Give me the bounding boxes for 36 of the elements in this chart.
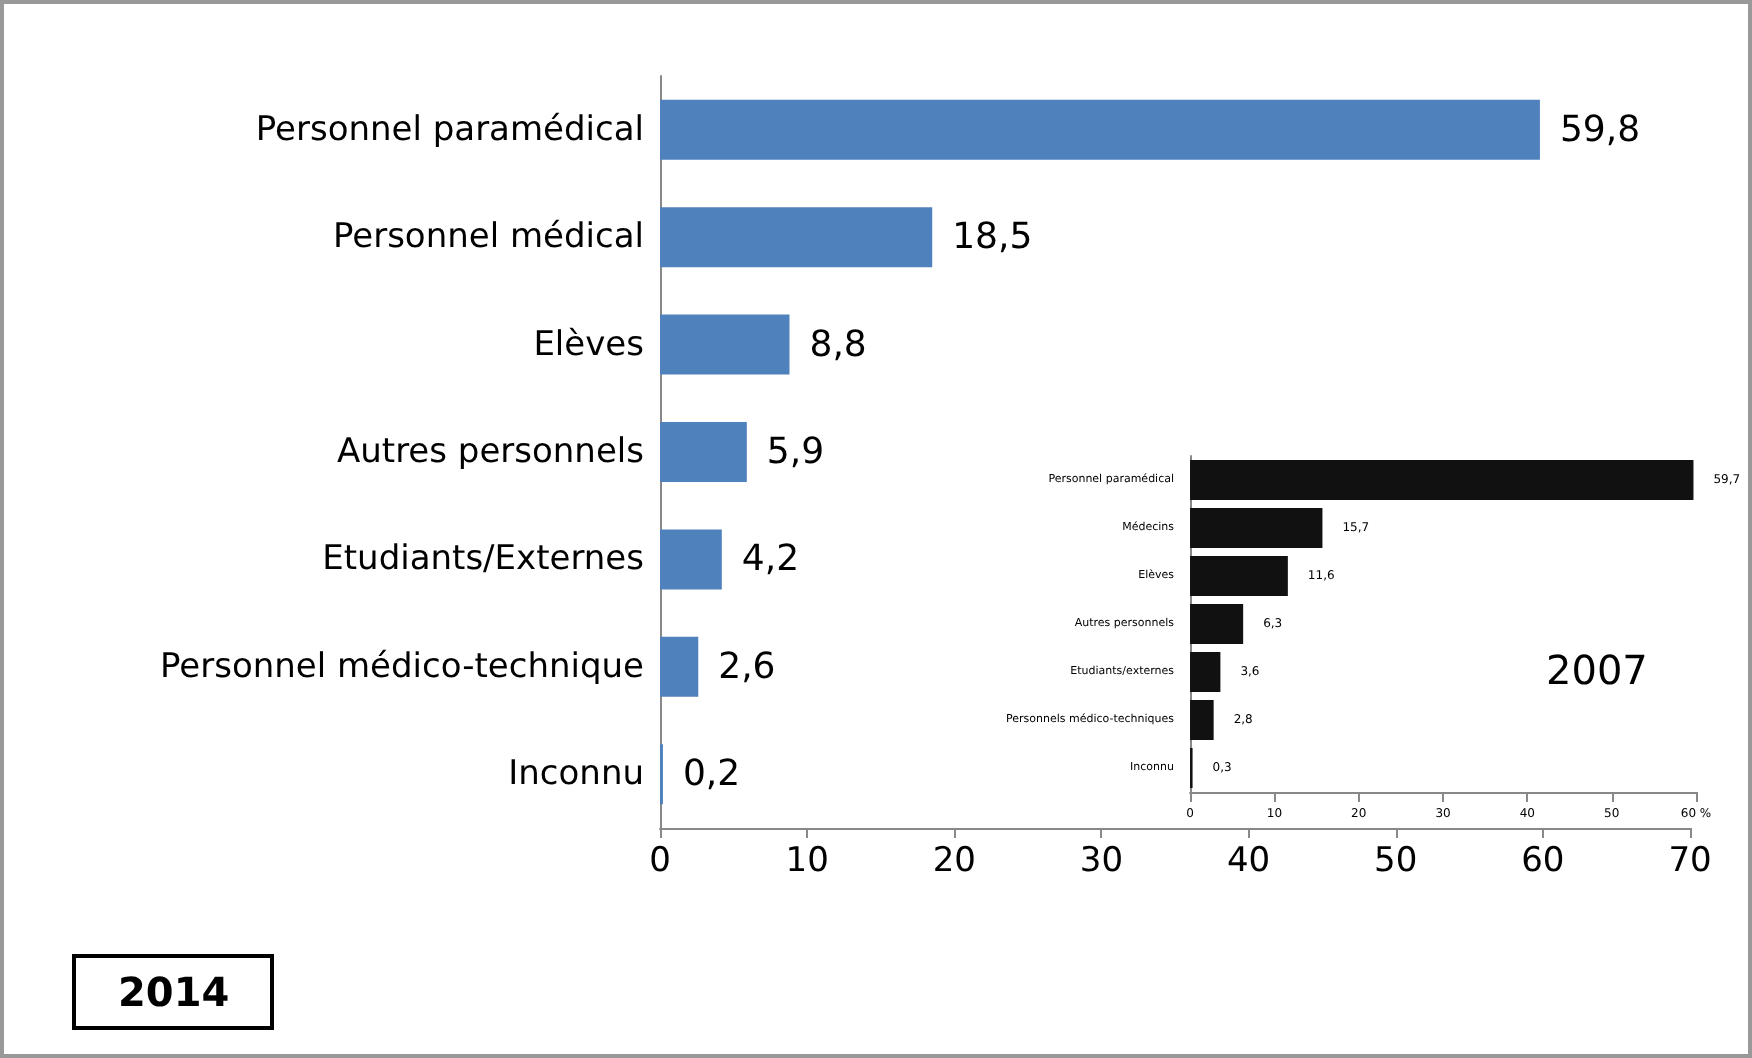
x-tick-label: 20 <box>932 841 976 881</box>
y-tick-label: Personnel paramédical <box>255 109 644 150</box>
bar <box>660 207 933 268</box>
x-tick-label: 50 <box>1374 841 1418 881</box>
bar <box>660 99 1540 160</box>
bar <box>660 529 722 590</box>
y-tick-label: Elèves <box>533 324 645 365</box>
bar <box>660 422 747 482</box>
bar <box>1190 556 1288 596</box>
data-label: 5,9 <box>766 431 825 473</box>
bar <box>660 636 699 697</box>
bar <box>1190 508 1323 548</box>
y-tick-label: Autres personnels <box>337 432 645 472</box>
data-label: 2,6 <box>718 645 776 688</box>
bar <box>1190 604 1244 644</box>
x-tick-label: 0 <box>649 841 671 881</box>
x-tick-label: 30 <box>1079 841 1124 881</box>
bar <box>660 314 790 375</box>
x-tick-label: 60 <box>1521 841 1565 881</box>
data-label: 18,5 <box>952 216 1033 259</box>
bar <box>1190 652 1221 692</box>
data-label: 0,2 <box>682 753 741 796</box>
x-tick-label: 10 <box>785 841 829 881</box>
x-tick-label: 70 <box>1668 841 1712 881</box>
x-tick-label: 40 <box>1226 841 1271 881</box>
data-label: 8,8 <box>809 323 867 366</box>
y-tick-label: Personnel médico-technique <box>160 646 644 687</box>
y-tick-label: Inconnu <box>508 754 644 795</box>
y-tick-label: Personnel médical <box>332 217 644 258</box>
data-label: 59,8 <box>1559 108 1641 151</box>
text: 2007 <box>1546 646 1648 694</box>
bar <box>1190 460 1694 500</box>
y-tick-label: Etudiants/Externes <box>322 539 645 580</box>
bar <box>1190 700 1214 740</box>
text: 2014 <box>118 968 230 1016</box>
data-label: 4,2 <box>741 538 800 581</box>
